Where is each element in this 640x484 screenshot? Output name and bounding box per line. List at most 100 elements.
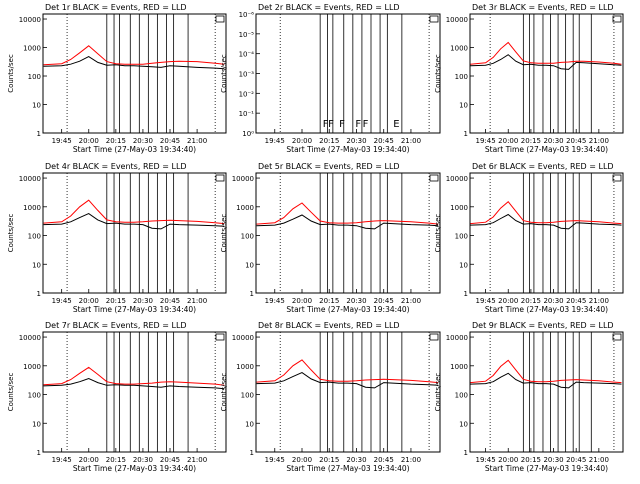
x-tick-label: 20:45	[160, 297, 180, 305]
x-tick-label: 20:00	[498, 137, 518, 145]
panel-det-3r: Det 3r BLACK = Events, RED = LLD Counts/s…	[434, 3, 624, 154]
legend-box	[215, 174, 225, 182]
y-tick-label: 1	[37, 130, 41, 138]
y-tick-label: 100	[28, 233, 41, 241]
x-tick-label: 19:45	[52, 297, 72, 305]
legend-box	[429, 174, 439, 182]
x-tick-label: 20:00	[79, 137, 99, 145]
events-series-line	[470, 54, 622, 70]
panel-title: Det 5r BLACK = Events, RED = LLD	[258, 162, 400, 171]
x-tick-label: 20:15	[319, 456, 339, 464]
y-tick-label: 100	[241, 233, 254, 241]
y-tick-label: 100	[241, 392, 254, 400]
x-tick-label: 20:00	[498, 456, 518, 464]
x-tick-label: 21:00	[187, 456, 207, 464]
lld-series-line	[43, 199, 225, 225]
events-series-line	[470, 372, 622, 389]
x-tick-label: 20:15	[521, 137, 541, 145]
x-tick-label: 20:00	[79, 297, 99, 305]
x-tick-label: 20:00	[292, 297, 312, 305]
x-tick-label: 20:45	[160, 137, 180, 145]
y-axis-label: Counts/sec	[7, 373, 15, 412]
x-tick-label: 19:45	[52, 137, 72, 145]
panel-det-5r: Det 5r BLACK = Events, RED = LLD Counts/s…	[220, 162, 441, 314]
x-tick-label: 20:30	[543, 137, 563, 145]
events-series-line	[43, 56, 225, 70]
flag-marker: E	[393, 119, 399, 130]
y-tick-label: 10⁻⁵	[239, 31, 255, 39]
x-tick-label: 20:45	[374, 137, 394, 145]
y-tick-label: 1	[250, 449, 254, 457]
x-tick-label: 20:15	[106, 297, 126, 305]
x-tick-label: 20:45	[566, 137, 586, 145]
plot-frame	[469, 331, 624, 453]
y-tick-label: 1000	[450, 204, 468, 212]
events-series-line	[43, 377, 225, 390]
x-tick-label: 20:45	[566, 456, 586, 464]
x-axis-label: Start Time (27-May-03 19:34:40)	[485, 464, 608, 473]
y-tick-label: 10000	[446, 334, 468, 342]
plot-frame	[255, 331, 441, 453]
plot-frame	[469, 13, 624, 134]
plot-frame	[42, 172, 227, 294]
x-tick-label: 20:30	[346, 456, 366, 464]
x-tick-label: 19:45	[476, 137, 496, 145]
x-axis-label: Start Time (27-May-03 19:34:40)	[73, 305, 196, 314]
y-tick-label: 10	[459, 102, 468, 110]
y-tick-label: 10	[32, 102, 41, 110]
y-tick-label: 10	[32, 420, 41, 428]
y-tick-label: 10000	[232, 175, 254, 183]
y-tick-label: 1000	[450, 45, 468, 53]
y-tick-label: 10	[459, 261, 468, 269]
y-axis-label: Counts/sec	[7, 54, 15, 93]
lld-series-line	[43, 45, 225, 66]
y-tick-label: 10	[245, 420, 254, 428]
x-tick-label: 20:45	[374, 456, 394, 464]
y-tick-label: 10000	[232, 334, 254, 342]
legend-box	[215, 15, 225, 23]
y-tick-label: 10000	[446, 16, 468, 24]
y-tick-label: 10000	[19, 175, 41, 183]
x-tick-label: 20:15	[319, 297, 339, 305]
x-axis-label: Start Time (27-May-03 19:34:40)	[73, 145, 196, 154]
x-tick-label: 20:00	[79, 456, 99, 464]
legend-box	[429, 333, 439, 341]
legend-box	[215, 333, 225, 341]
lld-series-line	[470, 41, 622, 65]
panel-det-6r: Det 6r BLACK = Events, RED = LLD Counts/s…	[434, 162, 624, 314]
x-tick-label: 20:30	[346, 297, 366, 305]
legend-box	[612, 15, 622, 23]
y-tick-label: 10000	[446, 175, 468, 183]
x-tick-label: 20:30	[133, 297, 153, 305]
y-axis-label: Counts/sec	[220, 54, 228, 93]
y-tick-label: 1000	[450, 363, 468, 371]
y-axis-label: Counts/sec	[434, 54, 442, 93]
y-tick-label: 10⁻⁶	[239, 11, 255, 19]
panel-det-1r: Det 1r BLACK = Events, RED = LLD Counts/s…	[7, 3, 227, 154]
x-tick-label: 20:30	[133, 137, 153, 145]
y-tick-label: 100	[28, 392, 41, 400]
x-tick-label: 20:30	[133, 456, 153, 464]
x-axis-label: Start Time (27-May-03 19:34:40)	[286, 305, 409, 314]
lld-series-line	[256, 202, 439, 225]
lld-series-line	[470, 359, 622, 384]
panel-title: Det 9r BLACK = Events, RED = LLD	[472, 321, 614, 330]
flag-marker: F	[339, 119, 345, 130]
y-axis-label: Counts/sec	[434, 214, 442, 253]
x-tick-label: 20:00	[292, 137, 312, 145]
y-tick-label: 1	[37, 449, 41, 457]
plot-frame	[42, 331, 227, 453]
x-tick-label: 20:00	[498, 297, 518, 305]
x-tick-label: 20:00	[292, 456, 312, 464]
legend-box	[429, 15, 439, 23]
x-tick-label: 20:15	[319, 137, 339, 145]
x-tick-label: 21:00	[401, 456, 421, 464]
x-tick-label: 21:00	[589, 456, 609, 464]
x-tick-label: 20:30	[543, 297, 563, 305]
plot-frame	[255, 172, 441, 294]
plot-frame	[42, 13, 227, 134]
x-tick-label: 20:45	[374, 297, 394, 305]
y-tick-label: 100	[455, 233, 468, 241]
